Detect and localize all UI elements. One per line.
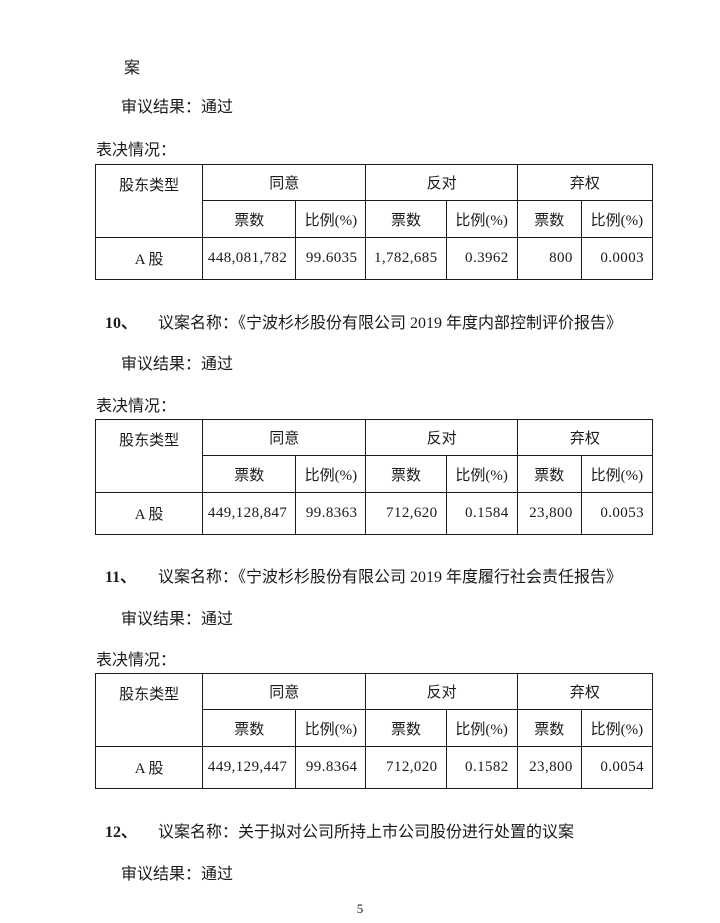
proposal-11-title: 议案名称：《宁波杉杉股份有限公司 2019 年度履行社会责任报告》 [158,569,623,586]
cell-abstain-ratio: 0.0003 [580,237,654,280]
table-row: A 股 449,129,447 99.8364 712,020 0.1582 2… [94,746,654,789]
header-against: 反对 [365,164,518,201]
proposal-12-title: 议案名称：关于拟对公司所持上市公司股份进行处置的议案 [158,824,575,841]
cell-agree-ratio: 99.8363 [295,492,367,535]
proposal-12-number: 12、 [105,824,138,841]
header-abstain-ratio: 比例(%) [580,709,654,747]
header-agree: 同意 [202,419,367,456]
cell-agree-ratio: 99.6035 [295,237,367,280]
voting-status-label-3: 表决情况： [96,652,177,669]
vote-table-2: 股东类型 同意 反对 弃权 票数 比例(%) 票数 比例(%) 票数 比例(%)… [94,419,654,535]
cell-abstain-ratio: 0.0053 [580,492,654,535]
header-against: 反对 [365,673,518,710]
carryover-text: 案 [124,60,141,77]
proposal-10-title: 议案名称：《宁波杉杉股份有限公司 2019 年度内部控制评价报告》 [158,315,623,332]
page-number: 5 [356,901,364,916]
header-agree-ratio: 比例(%) [295,709,367,747]
vote-table-3: 股东类型 同意 反对 弃权 票数 比例(%) 票数 比例(%) 票数 比例(%)… [94,673,654,789]
cell-against-ratio: 0.3962 [445,237,518,280]
table-row: A 股 448,081,782 99.6035 1,782,685 0.3962… [94,237,654,280]
header-agree-ratio: 比例(%) [295,200,367,238]
cell-against-votes: 712,020 [365,746,447,789]
header-against-ratio: 比例(%) [445,455,518,493]
table-row: A 股 449,128,847 99.8363 712,620 0.1584 2… [94,492,654,535]
cell-shareholder-type: A 股 [94,746,204,789]
header-agree-votes: 票数 [202,455,297,493]
review-result-2: 审议结果：通过 [121,356,234,373]
cell-agree-votes: 449,129,447 [202,746,297,789]
header-agree-votes: 票数 [202,709,297,747]
header-abstain-votes: 票数 [516,709,582,747]
cell-against-votes: 712,620 [365,492,447,535]
review-result-4: 审议结果：通过 [121,866,234,883]
review-result-1: 审议结果：通过 [121,99,234,116]
vote-table-1: 股东类型 同意 反对 弃权 票数 比例(%) 票数 比例(%) 票数 比例(%)… [94,164,654,280]
cell-abstain-votes: 23,800 [516,492,582,535]
cell-abstain-votes: 800 [516,237,582,280]
header-against-votes: 票数 [365,709,447,747]
cell-shareholder-type: A 股 [94,492,204,535]
header-abstain-ratio: 比例(%) [580,200,654,238]
header-agree-ratio: 比例(%) [295,455,367,493]
header-abstain-votes: 票数 [516,200,582,238]
header-against-votes: 票数 [365,455,447,493]
cell-agree-votes: 449,128,847 [202,492,297,535]
header-abstain: 弃权 [516,164,654,201]
proposal-11-number: 11、 [105,569,137,586]
cell-agree-ratio: 99.8364 [295,746,367,789]
cell-agree-votes: 448,081,782 [202,237,297,280]
cell-against-ratio: 0.1584 [445,492,518,535]
proposal-10-number: 10、 [105,315,138,332]
header-abstain: 弃权 [516,673,654,710]
header-against-votes: 票数 [365,200,447,238]
cell-against-votes: 1,782,685 [365,237,447,280]
header-agree: 同意 [202,164,367,201]
header-against: 反对 [365,419,518,456]
review-result-3: 审议结果：通过 [121,611,234,628]
cell-abstain-votes: 23,800 [516,746,582,789]
header-against-ratio: 比例(%) [445,200,518,238]
cell-shareholder-type: A 股 [94,237,204,280]
voting-status-label-1: 表决情况： [96,142,177,159]
cell-against-ratio: 0.1582 [445,746,518,789]
header-abstain: 弃权 [516,419,654,456]
header-against-ratio: 比例(%) [445,709,518,747]
header-shareholder-type: 股东类型 [94,419,204,493]
header-shareholder-type: 股东类型 [94,164,204,238]
cell-abstain-ratio: 0.0054 [580,746,654,789]
proposal-11-title-line: 11、 议案名称：《宁波杉杉股份有限公司 2019 年度履行社会责任报告》 [105,569,622,587]
header-abstain-votes: 票数 [516,455,582,493]
header-abstain-ratio: 比例(%) [580,455,654,493]
header-shareholder-type: 股东类型 [94,673,204,747]
header-agree: 同意 [202,673,367,710]
header-agree-votes: 票数 [202,200,297,238]
voting-status-label-2: 表决情况： [96,398,177,415]
proposal-10-title-line: 10、 议案名称：《宁波杉杉股份有限公司 2019 年度内部控制评价报告》 [105,315,622,333]
proposal-12-title-line: 12、 议案名称：关于拟对公司所持上市公司股份进行处置的议案 [105,824,574,842]
